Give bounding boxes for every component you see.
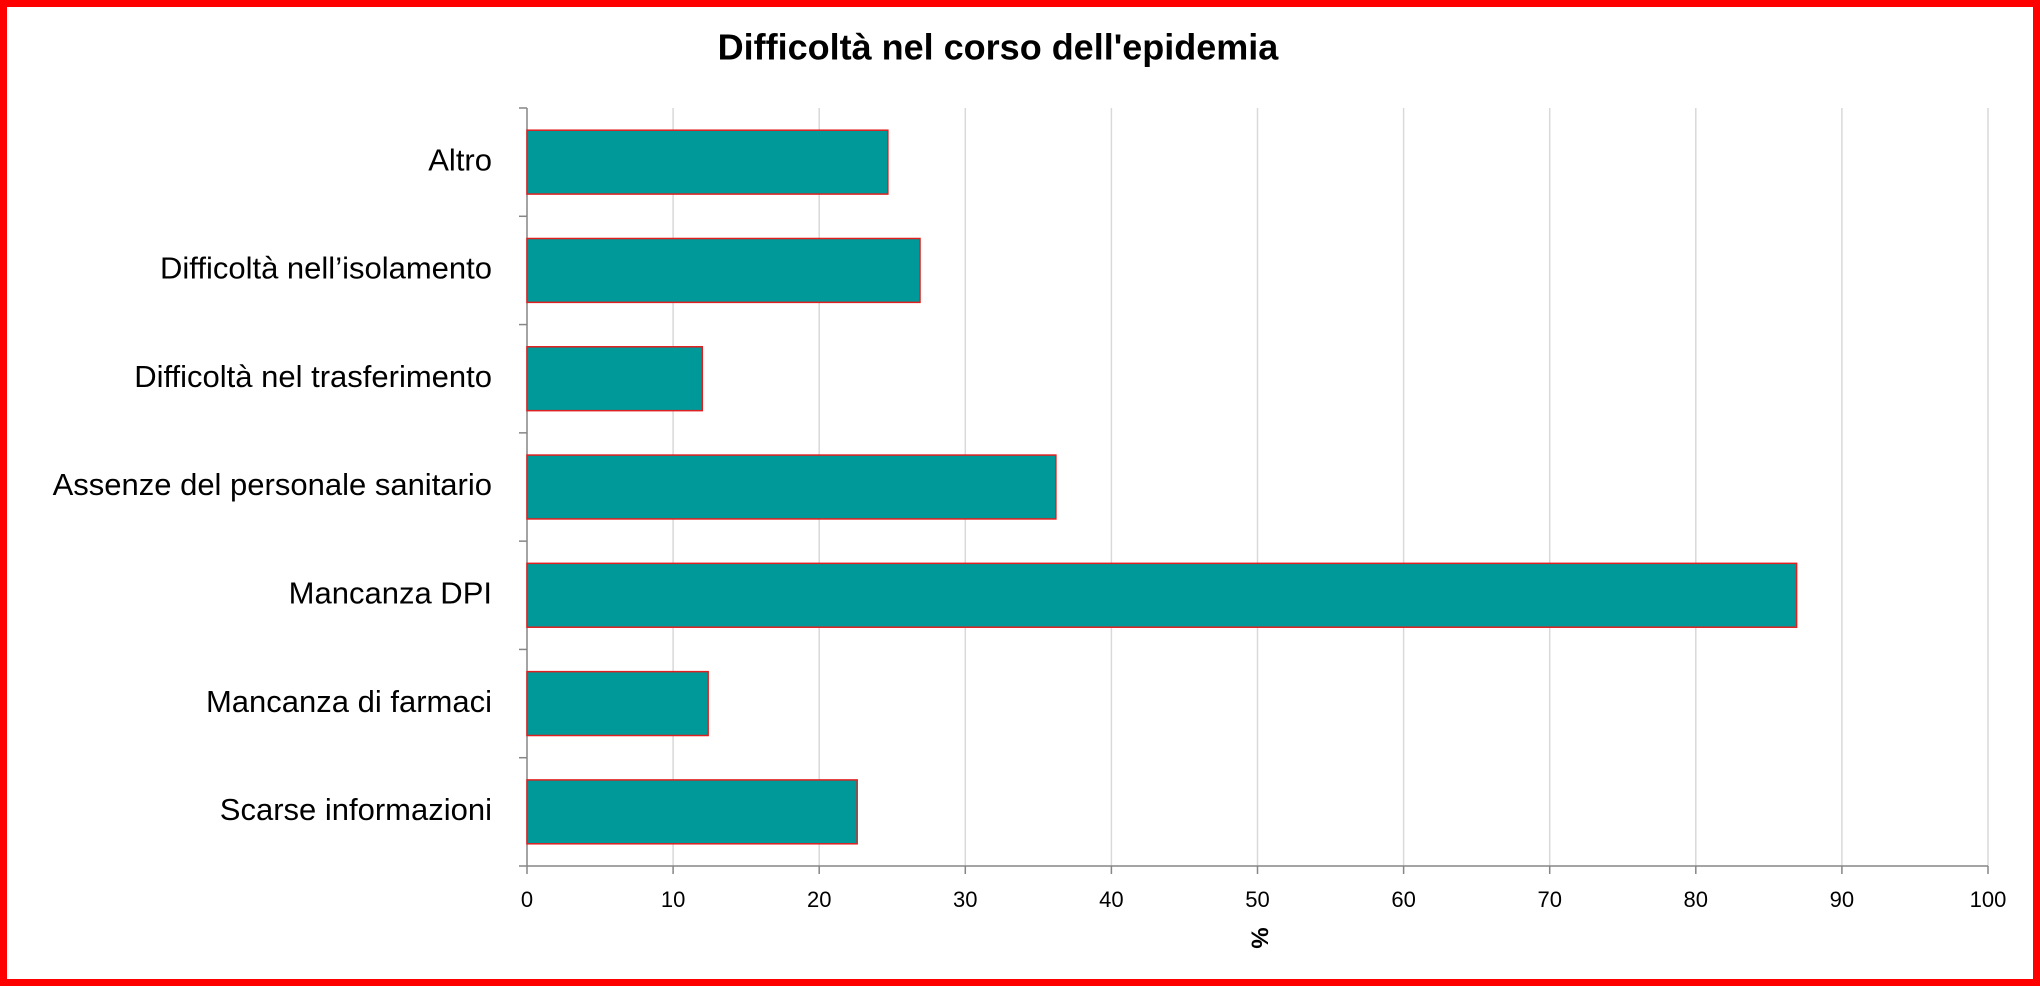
y-tick-label: Difficoltà nel trasferimento xyxy=(134,359,492,394)
y-tick-label: Assenze del personale sanitario xyxy=(53,467,492,502)
chart-title: Difficoltà nel corso dell'epidemia xyxy=(718,27,1280,68)
y-tick-label: Mancanza DPI xyxy=(289,575,492,610)
x-tick-label: 20 xyxy=(807,887,831,912)
x-tick-label: 30 xyxy=(953,887,977,912)
x-tick-label: 60 xyxy=(1391,887,1415,912)
bar xyxy=(526,562,1798,628)
x-tick-label: 70 xyxy=(1537,887,1561,912)
bar xyxy=(526,346,704,412)
y-tick-label: Altro xyxy=(428,142,492,177)
bar xyxy=(526,670,709,737)
y-tick-label: Scarse informazioni xyxy=(220,792,492,827)
bar xyxy=(526,779,858,845)
x-tick-label: 10 xyxy=(661,887,685,912)
x-tick-label: 0 xyxy=(521,887,533,912)
x-axis-label: % xyxy=(1246,927,1273,948)
x-tick-label: 90 xyxy=(1830,887,1854,912)
bar xyxy=(526,454,1057,520)
y-tick-label: Mancanza di farmaci xyxy=(206,684,492,719)
x-tick-label: 80 xyxy=(1684,887,1708,912)
bar xyxy=(526,129,889,195)
x-tick-label: 50 xyxy=(1245,887,1269,912)
x-tick-label: 100 xyxy=(1970,887,2007,912)
x-tick-label: 40 xyxy=(1099,887,1123,912)
y-tick-label: Difficoltà nell’isolamento xyxy=(160,251,492,286)
bar xyxy=(526,237,921,304)
